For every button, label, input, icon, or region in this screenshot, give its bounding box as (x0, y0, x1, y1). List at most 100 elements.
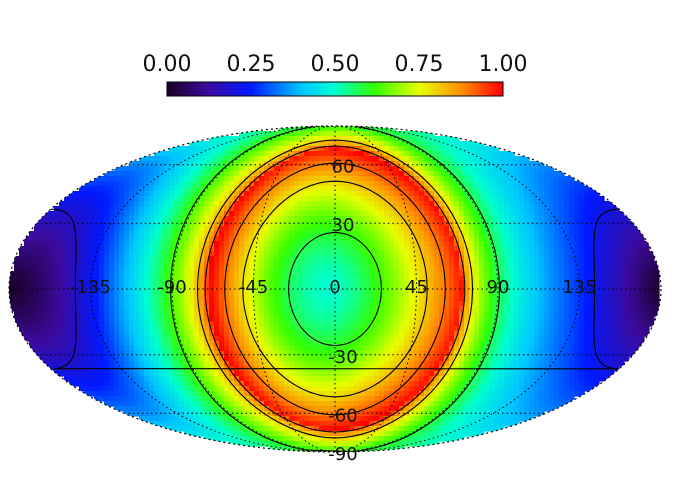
heatmap-cell (24, 261, 30, 267)
heatmap-cell (219, 276, 225, 282)
heatmap-cell (249, 166, 255, 172)
heatmap-cell (369, 276, 375, 282)
heatmap-cell (109, 196, 115, 202)
heatmap-cell (204, 146, 210, 152)
heatmap-cell (489, 326, 495, 332)
heatmap-cell (514, 291, 520, 297)
heatmap-cell (249, 141, 255, 147)
heatmap-cell (339, 306, 345, 312)
heatmap-cell (239, 341, 245, 347)
heatmap-cell (69, 311, 75, 317)
heatmap-cell (289, 256, 295, 262)
heatmap-cell (174, 231, 180, 237)
heatmap-cell (644, 291, 650, 297)
heatmap-cell (384, 251, 390, 257)
heatmap-cell (439, 171, 445, 177)
heatmap-cell (114, 311, 120, 317)
heatmap-cell (389, 211, 395, 217)
heatmap-cell (454, 316, 460, 322)
heatmap-cell (439, 216, 445, 222)
heatmap-cell (209, 201, 215, 207)
heatmap-cell (464, 256, 470, 262)
heatmap-cell (194, 221, 200, 227)
heatmap-cell (84, 266, 90, 272)
heatmap-cell (139, 271, 145, 277)
heatmap-cell (639, 331, 645, 337)
heatmap-cell (529, 231, 535, 237)
heatmap-cell (384, 231, 390, 237)
heatmap-cell (269, 241, 275, 247)
heatmap-cell (509, 256, 515, 262)
heatmap-cell (349, 176, 355, 182)
heatmap-cell (639, 301, 645, 307)
heatmap-cell (604, 211, 610, 217)
heatmap-cell (229, 336, 235, 342)
heatmap-cell (144, 176, 150, 182)
heatmap-cell (259, 261, 265, 267)
heatmap-cell (79, 276, 85, 282)
heatmap-cell (539, 186, 545, 192)
heatmap-cell (359, 166, 365, 172)
heatmap-cell (414, 196, 420, 202)
heatmap-cell (239, 236, 245, 242)
heatmap-cell (459, 321, 465, 327)
heatmap-cell (99, 321, 105, 327)
heatmap-cell (259, 311, 265, 317)
heatmap-cell (579, 331, 585, 337)
heatmap-cell (194, 346, 200, 352)
heatmap-cell (114, 236, 120, 242)
heatmap-cell (344, 326, 350, 332)
heatmap-cell (359, 351, 365, 357)
heatmap-cell (314, 156, 320, 162)
heatmap-cell (339, 221, 345, 227)
heatmap-cell (399, 306, 405, 312)
heatmap-cell (129, 166, 135, 172)
heatmap-cell (209, 166, 215, 172)
heatmap-cell (289, 206, 295, 212)
heatmap-cell (219, 231, 225, 237)
heatmap-cell (84, 221, 90, 227)
heatmap-cell (434, 156, 440, 162)
heatmap-cell (514, 211, 520, 217)
heatmap-cell (349, 196, 355, 202)
heatmap-cell (109, 321, 115, 327)
heatmap-cell (334, 341, 340, 347)
heatmap-cell (339, 146, 345, 152)
heatmap-cell (254, 256, 260, 262)
heatmap-cell (129, 271, 135, 277)
heatmap-cell (314, 286, 320, 292)
heatmap-cell (44, 246, 50, 252)
heatmap-cell (519, 331, 525, 337)
heatmap-cell (489, 276, 495, 282)
heatmap-cell (99, 191, 105, 197)
heatmap-cell (79, 326, 85, 332)
heatmap-cell (334, 306, 340, 312)
heatmap-cell (164, 251, 170, 257)
heatmap-cell (309, 341, 315, 347)
heatmap-cell (39, 326, 45, 332)
heatmap-cell (174, 251, 180, 257)
heatmap-cell (614, 331, 620, 337)
heatmap-cell (474, 296, 480, 302)
heatmap-cell (354, 306, 360, 312)
heatmap-cell (114, 281, 120, 287)
heatmap-cell (199, 291, 205, 297)
heatmap-cell (304, 221, 310, 227)
heatmap-cell (244, 221, 250, 227)
heatmap-cell (419, 181, 425, 187)
heatmap-cell (244, 261, 250, 267)
heatmap-cell (324, 326, 330, 332)
heatmap-cell (249, 191, 255, 197)
heatmap-cell (294, 181, 300, 187)
heatmap-cell (524, 291, 530, 297)
heatmap-cell (599, 341, 605, 347)
heatmap-cell (74, 281, 80, 287)
heatmap-cell (524, 336, 530, 342)
heatmap-cell (539, 251, 545, 257)
heatmap-cell (219, 346, 225, 352)
heatmap-cell (229, 166, 235, 172)
heatmap-cell (14, 266, 20, 272)
heatmap-cell (454, 331, 460, 337)
heatmap-cell (409, 201, 415, 207)
heatmap-cell (554, 231, 560, 237)
